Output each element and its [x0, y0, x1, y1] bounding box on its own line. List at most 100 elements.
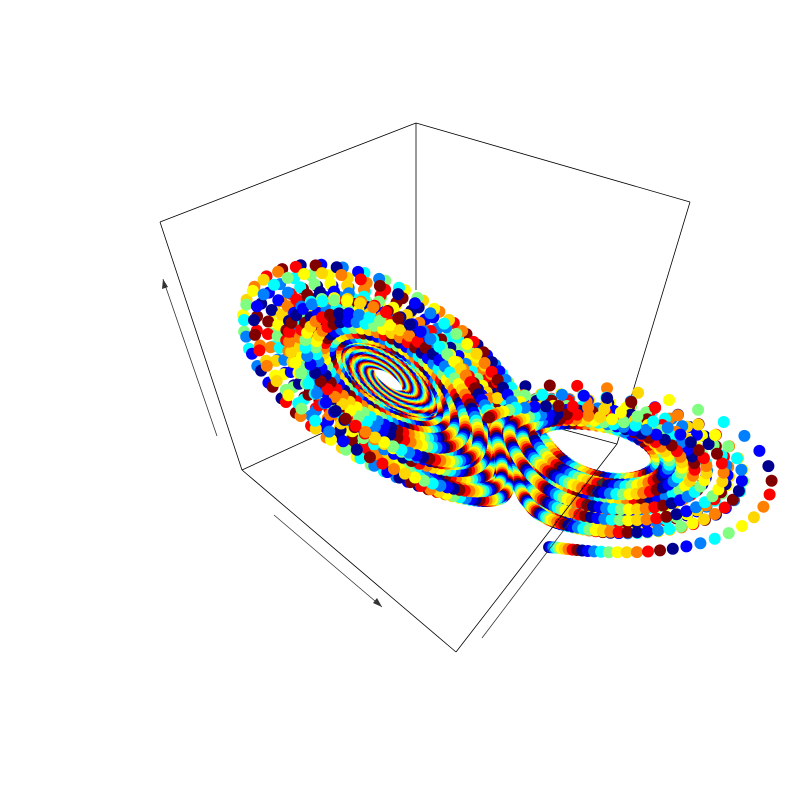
trajectory-point: [663, 523, 676, 535]
trajectory-point: [660, 510, 673, 523]
trajectory-point: [310, 387, 323, 400]
trajectory-point: [289, 356, 302, 369]
trajectory-point: [261, 328, 274, 340]
trajectory-point: [698, 513, 710, 526]
trajectory-point: [354, 273, 367, 286]
trajectory-point: [272, 265, 285, 278]
trajectory-point: [629, 419, 642, 432]
trajectory-point: [328, 390, 341, 403]
trajectory-point: [333, 307, 345, 320]
trajectory-point: [630, 546, 643, 559]
trajectory-point: [283, 325, 296, 338]
trajectory-point: [297, 302, 309, 315]
trajectory-point: [250, 300, 263, 313]
trajectory-point: [757, 500, 770, 513]
trajectory-point: [363, 451, 376, 464]
trajectory-point: [403, 329, 416, 342]
trajectory-point: [692, 403, 705, 416]
trajectory-point: [731, 452, 743, 465]
trajectory-point: [614, 406, 627, 419]
trajectory-point: [316, 295, 329, 308]
trajectory-point: [663, 394, 676, 406]
trajectory-point: [305, 298, 318, 311]
trajectory-point: [722, 440, 735, 453]
trajectory-point: [566, 400, 579, 413]
trajectory-point: [339, 412, 352, 425]
trajectory-point: [353, 308, 365, 321]
trajectory-point: [238, 314, 251, 326]
trajectory-point: [491, 392, 504, 405]
trajectory-point: [398, 467, 411, 480]
trajectory-point: [363, 311, 376, 324]
trajectory-point: [641, 525, 654, 538]
trajectory-point: [392, 312, 405, 324]
trajectory-point: [762, 460, 775, 473]
trajectory-point: [485, 365, 498, 378]
trajectory-point: [680, 505, 693, 518]
trajectory-point: [335, 269, 348, 281]
trajectory-point: [649, 401, 662, 414]
box-edge-back-top-right: [415, 122, 691, 203]
trajectory-point: [289, 260, 302, 273]
trajectory-point: [571, 379, 584, 392]
trajectory-point: [349, 419, 362, 432]
trajectory-point: [652, 524, 665, 537]
trajectory-point: [631, 503, 643, 516]
trajectory-point: [374, 314, 386, 327]
trajectory-point: [285, 346, 298, 358]
trajectory-point: [726, 493, 739, 506]
trajectory-point: [265, 304, 278, 316]
trajectory-point: [470, 347, 483, 360]
trajectory-point: [680, 540, 693, 553]
trajectory-point: [552, 400, 565, 412]
trajectory-point: [684, 436, 697, 449]
trajectory-point: [718, 501, 731, 514]
trajectory-point: [438, 317, 451, 330]
lorenz-trajectory-points: [237, 258, 778, 559]
trajectory-point: [248, 314, 260, 327]
trajectory-point: [321, 383, 334, 396]
trajectory-point: [631, 410, 644, 423]
trajectory-point: [329, 405, 342, 417]
trajectory-point: [282, 389, 295, 402]
trajectory-point: [690, 501, 702, 514]
trajectory-point: [647, 415, 660, 428]
trajectory-point: [735, 463, 748, 476]
trajectory-point: [316, 267, 329, 280]
trajectory-point: [621, 526, 634, 539]
trajectory-point: [765, 474, 778, 487]
trajectory-point: [519, 380, 532, 393]
trajectory-point: [735, 474, 748, 487]
trajectory-point: [409, 471, 421, 484]
trajectory-point: [295, 367, 308, 380]
trajectory-point: [738, 429, 751, 442]
trajectory-point: [577, 389, 590, 402]
trajectory-point: [692, 418, 705, 431]
trajectory-point: [240, 298, 253, 311]
trajectory-point: [625, 396, 638, 408]
trajectory-point: [694, 537, 707, 550]
trajectory-point: [450, 327, 463, 340]
trajectory-point: [342, 307, 355, 320]
trajectory-point: [272, 294, 285, 307]
trajectory-point: [281, 271, 294, 284]
trajectory-point: [337, 435, 350, 448]
trajectory-point: [257, 288, 270, 301]
trajectory-point: [613, 514, 626, 526]
trajectory-point: [601, 382, 613, 395]
trajectory-point: [328, 294, 341, 307]
trajectory-point: [715, 457, 728, 470]
trajectory-point: [632, 386, 645, 399]
trajectory-point: [671, 409, 684, 422]
trajectory-point: [620, 546, 633, 559]
trajectory-point: [601, 392, 614, 404]
trajectory-point: [702, 438, 715, 451]
trajectory-point: [611, 546, 624, 559]
trajectory-point: [670, 508, 683, 521]
trajectory-point: [602, 546, 615, 559]
trajectory-point: [582, 401, 595, 414]
trajectory-point: [294, 281, 307, 294]
trajectory-point: [268, 278, 280, 291]
trajectory-point: [650, 512, 663, 525]
trajectory-point: [354, 297, 366, 310]
